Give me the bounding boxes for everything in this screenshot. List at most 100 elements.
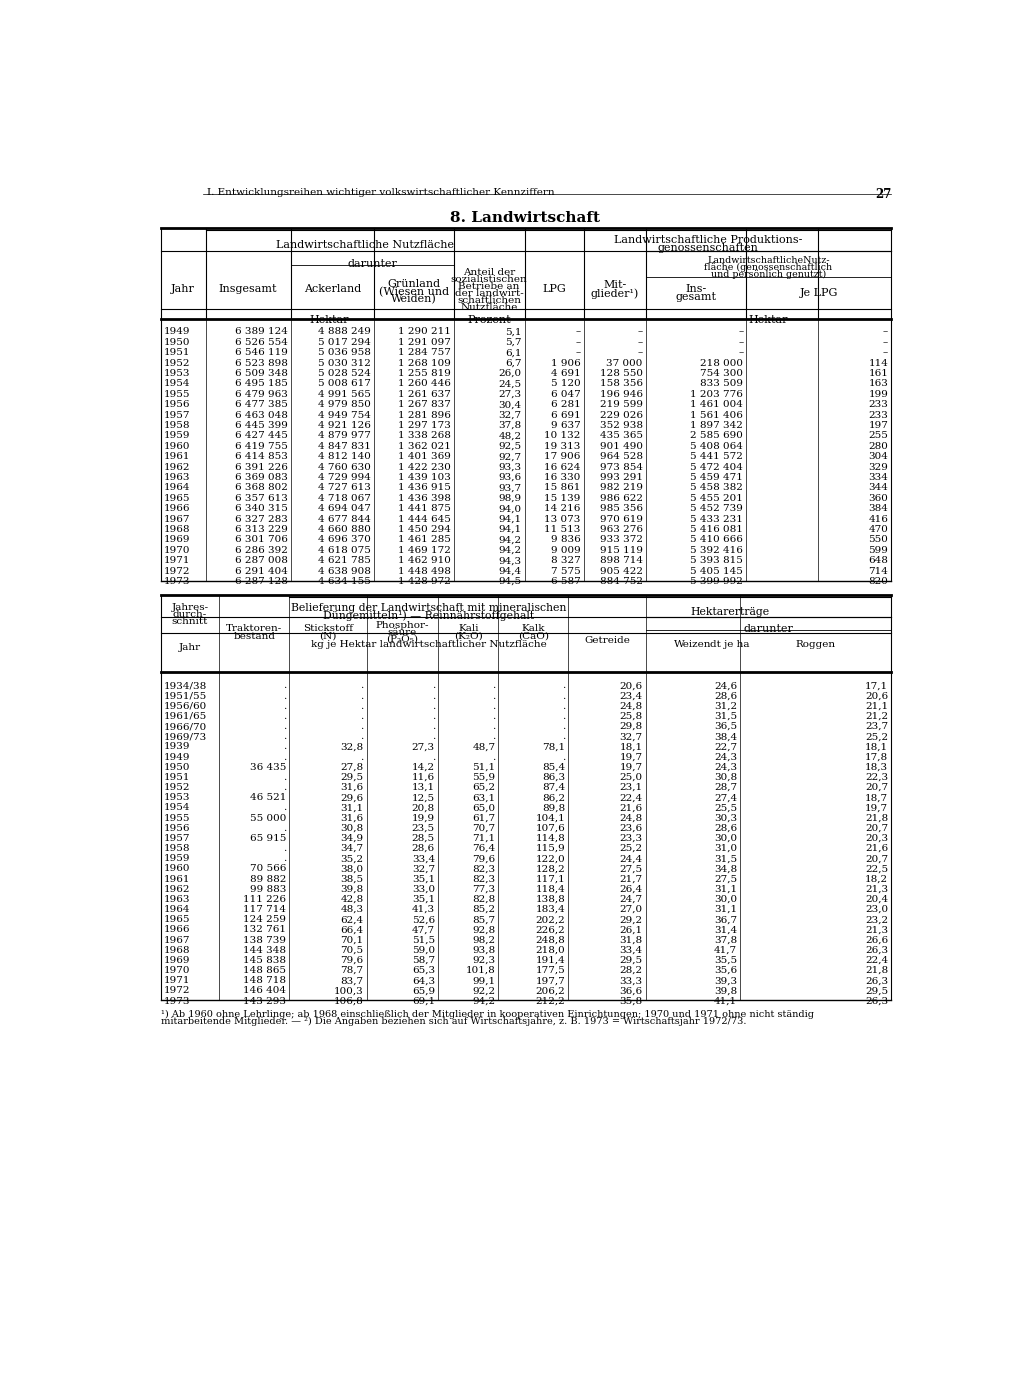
Text: 8 327: 8 327 [551,556,581,566]
Text: 1971: 1971 [164,976,190,986]
Text: 6 313 229: 6 313 229 [234,525,288,533]
Text: 1 291 097: 1 291 097 [397,337,451,347]
Text: Hektarerträge: Hektarerträge [690,608,769,617]
Text: 1954: 1954 [164,379,190,388]
Text: 5 452 739: 5 452 739 [690,504,743,514]
Text: ¹) Ab 1960 ohne Lehrlinge; ab 1968 einschließlich der Mitglieder in kooperativen: ¹) Ab 1960 ohne Lehrlinge; ab 1968 einsc… [161,1009,813,1019]
Text: Roggen: Roggen [796,640,836,648]
Text: 48,7: 48,7 [472,742,496,752]
Text: 1 261 637: 1 261 637 [397,389,451,399]
Text: 1 338 268: 1 338 268 [397,431,451,441]
Text: 191,4: 191,4 [536,956,565,965]
Text: 833 509: 833 509 [700,379,743,388]
Text: .: . [493,713,496,721]
Text: 27,5: 27,5 [714,875,737,883]
Text: 1958: 1958 [164,421,190,430]
Text: 754 300: 754 300 [700,370,743,378]
Text: (K₂O): (K₂O) [454,631,482,641]
Text: 23,0: 23,0 [865,904,888,914]
Text: 1 422 230: 1 422 230 [397,462,451,472]
Text: 27,3: 27,3 [412,742,435,752]
Text: 70,7: 70,7 [472,823,496,833]
Text: 1 297 173: 1 297 173 [397,421,451,430]
Text: 48,2: 48,2 [499,431,521,441]
Text: 94,1: 94,1 [499,525,521,533]
Text: 34,9: 34,9 [340,834,364,843]
Text: 94,2: 94,2 [472,997,496,1005]
Text: 4 677 844: 4 677 844 [318,515,372,524]
Text: 1939: 1939 [164,742,190,752]
Text: 39,8: 39,8 [714,987,737,995]
Text: 1969: 1969 [164,535,190,545]
Text: .: . [562,722,565,731]
Text: 344: 344 [868,483,888,493]
Text: 901 490: 901 490 [600,442,643,451]
Text: 33,0: 33,0 [412,885,435,893]
Text: 22,4: 22,4 [620,794,643,802]
Text: 23,4: 23,4 [620,692,643,700]
Text: 24,3: 24,3 [714,753,737,762]
Text: 94,3: 94,3 [499,556,521,566]
Text: Belieferung der Landwirtschaft mit mineralischen: Belieferung der Landwirtschaft mit miner… [291,602,566,613]
Text: Ins-: Ins- [685,284,707,294]
Text: 1 561 406: 1 561 406 [690,410,743,420]
Text: 1 362 021: 1 362 021 [397,442,451,451]
Text: 9 009: 9 009 [551,546,581,554]
Text: .: . [493,753,496,762]
Text: 1953: 1953 [164,370,190,378]
Text: 304: 304 [868,452,888,461]
Text: 31,8: 31,8 [620,935,643,945]
Text: 334: 334 [868,473,888,482]
Text: 31,5: 31,5 [714,713,737,721]
Text: genossenschaften: genossenschaften [657,244,759,253]
Text: Landwirtschaftliche Produktions-: Landwirtschaftliche Produktions- [614,235,802,245]
Text: .: . [562,713,565,721]
Text: 21,6: 21,6 [865,844,888,853]
Text: 58,7: 58,7 [412,956,435,965]
Text: 1950: 1950 [164,337,190,347]
Text: 132 761: 132 761 [243,925,286,934]
Text: 1 428 972: 1 428 972 [397,577,451,587]
Text: 5 405 145: 5 405 145 [690,567,743,575]
Text: .: . [283,804,286,812]
Text: 5 408 064: 5 408 064 [690,442,743,451]
Text: 1949: 1949 [164,328,190,336]
Text: .: . [432,701,435,711]
Text: 985 356: 985 356 [600,504,643,514]
Text: 1964: 1964 [164,904,190,914]
Text: Hektar: Hektar [749,315,788,325]
Text: 986 622: 986 622 [600,494,643,503]
Text: 6,1: 6,1 [505,349,521,357]
Text: dt je ha: dt je ha [710,640,750,648]
Text: 138 739: 138 739 [243,935,286,945]
Text: der landwirt-: der landwirt- [455,288,523,298]
Text: 973 854: 973 854 [600,462,643,472]
Text: Stickstoff: Stickstoff [303,624,353,633]
Text: 85,4: 85,4 [542,763,565,771]
Text: .: . [360,682,364,690]
Text: Hektar: Hektar [309,315,349,325]
Text: 124 259: 124 259 [243,916,286,924]
Text: 66,4: 66,4 [340,925,364,934]
Text: 117,1: 117,1 [536,875,565,883]
Text: 360: 360 [868,494,888,503]
Text: 26,1: 26,1 [620,925,643,934]
Text: .: . [283,783,286,792]
Text: Jahres-: Jahres- [171,602,209,612]
Text: 1956: 1956 [164,823,190,833]
Text: 27,4: 27,4 [714,794,737,802]
Text: 144 348: 144 348 [243,945,286,955]
Text: 35,8: 35,8 [620,997,643,1005]
Text: 24,5: 24,5 [499,379,521,388]
Text: 1961/65: 1961/65 [164,713,207,721]
Text: 416: 416 [868,515,888,524]
Text: 933 372: 933 372 [600,535,643,545]
Text: 1 401 369: 1 401 369 [397,452,451,461]
Text: 9 836: 9 836 [551,535,581,545]
Text: 1 436 915: 1 436 915 [397,483,451,493]
Text: 128 550: 128 550 [600,370,643,378]
Text: 94,0: 94,0 [499,504,521,514]
Text: 34,7: 34,7 [340,844,364,853]
Text: 78,1: 78,1 [542,742,565,752]
Text: 94,2: 94,2 [499,535,521,545]
